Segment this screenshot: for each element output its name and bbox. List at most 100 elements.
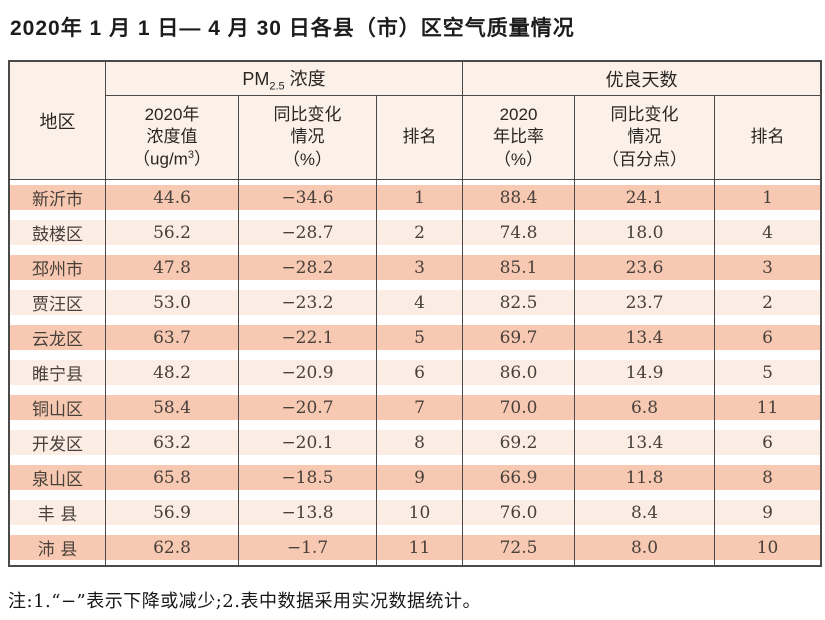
header-sub-row: 2020年 浓度值 （ug/m3） 同比变化 情况 （%） 排名 2020 年比…: [10, 96, 821, 180]
table-row: 开发区 63.2 −20.1 8 69.2 13.4 6: [10, 425, 821, 460]
table-row: 邳州市 47.8 −28.2 3 85.1 23.6 3: [10, 250, 821, 285]
pm-rank-cell: 2: [377, 215, 463, 250]
pm-rank-cell: 7: [377, 390, 463, 425]
good-change-cell: 13.4: [575, 425, 715, 460]
good-rate-cell: 86.0: [463, 355, 575, 390]
header-group-row: 地区 PM2.5 浓度 优良天数: [10, 62, 821, 180]
pm-value-cell: 62.8: [106, 530, 239, 565]
pm-value-cell: 48.2: [106, 355, 239, 390]
pm-value-unit: （ug/m3）: [133, 149, 211, 169]
table-row: 睢宁县 48.2 −20.9 6 86.0 14.9 5: [10, 355, 821, 390]
good-rate-cell: 72.5: [463, 530, 575, 565]
good-rate-cell: 88.4: [463, 180, 575, 215]
col-header-good-rate: 2020 年比率 （%）: [463, 96, 575, 180]
good-rank-cell: 6: [715, 425, 821, 460]
region-cell: 贾汪区: [10, 285, 106, 320]
pm25-label: PM2.5 浓度: [242, 68, 326, 93]
pm-rank-cell: 10: [377, 495, 463, 530]
good-change-cell: 14.9: [575, 355, 715, 390]
pm-change-cell: −1.7: [239, 530, 377, 565]
table-row: 铜山区 58.4 −20.7 7 70.0 6.8 11: [10, 390, 821, 425]
table-body: 新沂市 44.6 −34.6 1 88.4 24.1 1 鼓楼区 56.2 −28.7 2 74.8 1…: [10, 180, 821, 565]
good-rate-cell: 85.1: [463, 250, 575, 285]
pm-rank-cell: 3: [377, 250, 463, 285]
pm-value-cell: 53.0: [106, 285, 239, 320]
table-header: 地区 PM2.5 浓度 优良天数 2020年 浓度值 （ug/m3） 同比变化 …: [10, 62, 821, 180]
good-rate-cell: 74.8: [463, 215, 575, 250]
good-rank-cell: 1: [715, 180, 821, 215]
good-change-cell: 23.6: [575, 250, 715, 285]
table-row: 沛 县 62.8 −1.7 11 72.5 8.0 10: [10, 530, 821, 565]
pm-value-cell: 65.8: [106, 460, 239, 495]
pm-change-cell: −28.7: [239, 215, 377, 250]
pm-rank-cell: 8: [377, 425, 463, 460]
pm-change-cell: −34.6: [239, 180, 377, 215]
col-header-region: 地区: [10, 62, 106, 180]
table-row: 新沂市 44.6 −34.6 1 88.4 24.1 1: [10, 180, 821, 215]
region-cell: 开发区: [10, 425, 106, 460]
pm-rank-cell: 5: [377, 320, 463, 355]
pm-rank-cell: 4: [377, 285, 463, 320]
good-change-cell: 8.4: [575, 495, 715, 530]
pm-rank-cell: 9: [377, 460, 463, 495]
good-rank-cell: 9: [715, 495, 821, 530]
region-cell: 睢宁县: [10, 355, 106, 390]
good-change-cell: 24.1: [575, 180, 715, 215]
good-rank-cell: 2: [715, 285, 821, 320]
pm-change-cell: −23.2: [239, 285, 377, 320]
pm-change-cell: −20.7: [239, 390, 377, 425]
pm-change-cell: −28.2: [239, 250, 377, 285]
pm-rank-cell: 1: [377, 180, 463, 215]
good-rank-cell: 10: [715, 530, 821, 565]
good-rank-cell: 4: [715, 215, 821, 250]
region-cell: 沛 县: [10, 530, 106, 565]
good-rank-cell: 3: [715, 250, 821, 285]
good-rate-cell: 70.0: [463, 390, 575, 425]
page-title: 2020年 1 月 1 日— 4 月 30 日各县（市）区空气质量情况: [10, 17, 575, 40]
region-cell: 新沂市: [10, 180, 106, 215]
pm-value-cell: 47.8: [106, 250, 239, 285]
pm-rank-cell: 6: [377, 355, 463, 390]
col-header-pm-change: 同比变化 情况 （%）: [239, 96, 377, 180]
pm-change-cell: −18.5: [239, 460, 377, 495]
region-cell: 云龙区: [10, 320, 106, 355]
col-group-good-days: 优良天数: [463, 62, 821, 96]
table-row: 泉山区 65.8 −18.5 9 66.9 11.8 8: [10, 460, 821, 495]
good-rank-cell: 6: [715, 320, 821, 355]
col-group-pm25: PM2.5 浓度: [106, 62, 463, 96]
region-cell: 邳州市: [10, 250, 106, 285]
good-rate-cell: 66.9: [463, 460, 575, 495]
pm-value-cell: 56.2: [106, 215, 239, 250]
region-cell: 泉山区: [10, 460, 106, 495]
pm-change-cell: −20.1: [239, 425, 377, 460]
air-quality-table: 地区 PM2.5 浓度 优良天数 2020年 浓度值 （ug/m3） 同比变化 …: [8, 60, 823, 567]
good-change-cell: 13.4: [575, 320, 715, 355]
pm-change-cell: −22.1: [239, 320, 377, 355]
pm-value-cell: 56.9: [106, 495, 239, 530]
table-row: 贾汪区 53.0 −23.2 4 82.5 23.7 2: [10, 285, 821, 320]
col-header-good-rank: 排名: [715, 96, 821, 180]
pm-rank-cell: 11: [377, 530, 463, 565]
table-row: 丰 县 56.9 −13.8 10 76.0 8.4 9: [10, 495, 821, 530]
pm-value-cell: 63.7: [106, 320, 239, 355]
pm-change-cell: −20.9: [239, 355, 377, 390]
good-rank-cell: 5: [715, 355, 821, 390]
table-row: 云龙区 63.7 −22.1 5 69.7 13.4 6: [10, 320, 821, 355]
good-rank-cell: 8: [715, 460, 821, 495]
pm-value-cell: 58.4: [106, 390, 239, 425]
good-change-cell: 18.0: [575, 215, 715, 250]
good-change-cell: 6.8: [575, 390, 715, 425]
table-row: 鼓楼区 56.2 −28.7 2 74.8 18.0 4: [10, 215, 821, 250]
good-rate-cell: 69.7: [463, 320, 575, 355]
col-header-pm-rank: 排名: [377, 96, 463, 180]
pm-change-cell: −13.8: [239, 495, 377, 530]
good-change-cell: 8.0: [575, 530, 715, 565]
region-cell: 鼓楼区: [10, 215, 106, 250]
region-cell: 丰 县: [10, 495, 106, 530]
pm-value-cell: 44.6: [106, 180, 239, 215]
region-cell: 铜山区: [10, 390, 106, 425]
good-rate-cell: 69.2: [463, 425, 575, 460]
pm-value-cell: 63.2: [106, 425, 239, 460]
good-rate-cell: 82.5: [463, 285, 575, 320]
good-change-cell: 23.7: [575, 285, 715, 320]
